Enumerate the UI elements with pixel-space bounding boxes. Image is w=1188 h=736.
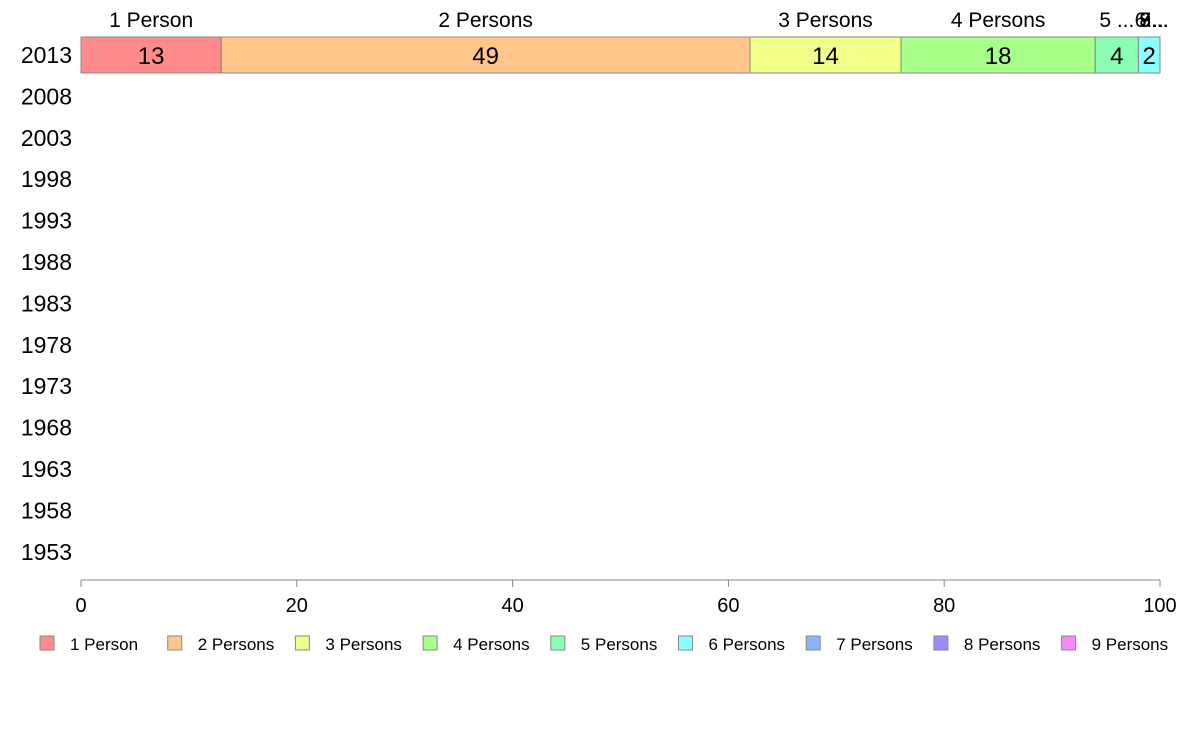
data-label: 49	[472, 43, 499, 70]
x-tick-label: 80	[933, 595, 955, 617]
legend-swatch	[678, 635, 693, 651]
legend: 1 Person 2 Persons 3 Persons 4 Persons 5 Per…	[39, 635, 1169, 654]
series-top-labels: 1 Person 2 Persons 3 Persons 4 Persons 5 ...…	[109, 9, 1168, 32]
series-top-label: 1 Person	[109, 9, 193, 32]
bar-segment	[1094, 36, 1139, 74]
y-tick-label: 2008	[21, 83, 72, 109]
data-label: 18	[985, 43, 1012, 70]
series-top-label: 2 Persons	[438, 9, 533, 32]
legend-swatch	[294, 635, 310, 651]
legend-swatch	[550, 635, 566, 651]
series-top-label: 7...	[1139, 9, 1168, 32]
data-label: 14	[812, 43, 839, 70]
series-top-label: 5 ...	[1099, 9, 1134, 32]
legend-label: 7 Persons	[836, 635, 913, 654]
y-axis-labels: 2013 2008 2003 1998 1993 1988 1983 1978 1973 1968…	[21, 42, 72, 565]
legend-swatch	[167, 635, 183, 651]
y-tick-label: 2013	[21, 42, 72, 68]
x-tick-label: 60	[717, 595, 739, 617]
y-tick-label: 1978	[21, 332, 72, 358]
series-top-label: 9...	[1139, 9, 1168, 32]
data-label: 4	[1110, 43, 1123, 70]
series-top-label: 3 Persons	[778, 9, 873, 32]
bar-segment	[80, 36, 222, 74]
legend-swatch	[422, 635, 438, 651]
y-tick-label: 1958	[21, 497, 72, 523]
data-label: 13	[138, 43, 165, 70]
legend-swatch	[805, 635, 821, 651]
x-tick-label: 40	[501, 595, 523, 617]
legend-label: 5 Persons	[581, 635, 658, 654]
x-tick-label: 100	[1143, 595, 1176, 617]
bars: 13 49 14 18 4 2	[80, 36, 1161, 74]
bar-segment	[749, 36, 902, 74]
bar-segment	[1137, 36, 1161, 74]
y-tick-label: 2003	[21, 125, 72, 151]
x-axis: 0 20 40 60 80 100	[75, 579, 1177, 617]
y-tick-label: 1973	[21, 373, 72, 399]
y-tick-label: 1953	[21, 539, 72, 565]
y-tick-label: 1963	[21, 456, 72, 482]
bar-segment	[900, 36, 1096, 74]
series-top-label: 4 Persons	[951, 9, 1046, 32]
legend-label: 6 Persons	[709, 635, 786, 654]
series-top-label: 8...	[1139, 9, 1168, 32]
y-tick-label: 1983	[21, 290, 72, 316]
legend-label: 8 Persons	[964, 635, 1041, 654]
series-top-label: 6...	[1135, 9, 1164, 32]
legend-swatch	[39, 635, 55, 651]
legend-label: 4 Persons	[453, 635, 530, 654]
legend-swatch	[1061, 635, 1077, 651]
x-tick-label: 0	[75, 595, 86, 617]
legend-swatch	[933, 635, 949, 651]
y-tick-label: 1988	[21, 249, 72, 275]
legend-label: 3 Persons	[325, 635, 402, 654]
legend-label: 1 Person	[70, 635, 138, 654]
legend-label: 9 Persons	[1092, 635, 1169, 654]
legend-label: 2 Persons	[198, 635, 275, 654]
data-label: 2	[1143, 43, 1156, 70]
bar-segment	[220, 36, 751, 74]
y-tick-label: 1998	[21, 166, 72, 192]
y-tick-label: 1993	[21, 208, 72, 234]
y-tick-label: 1968	[21, 415, 72, 441]
x-tick-label: 20	[286, 595, 308, 617]
